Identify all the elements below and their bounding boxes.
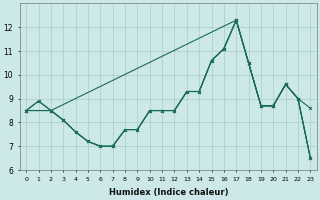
X-axis label: Humidex (Indice chaleur): Humidex (Indice chaleur) <box>108 188 228 197</box>
